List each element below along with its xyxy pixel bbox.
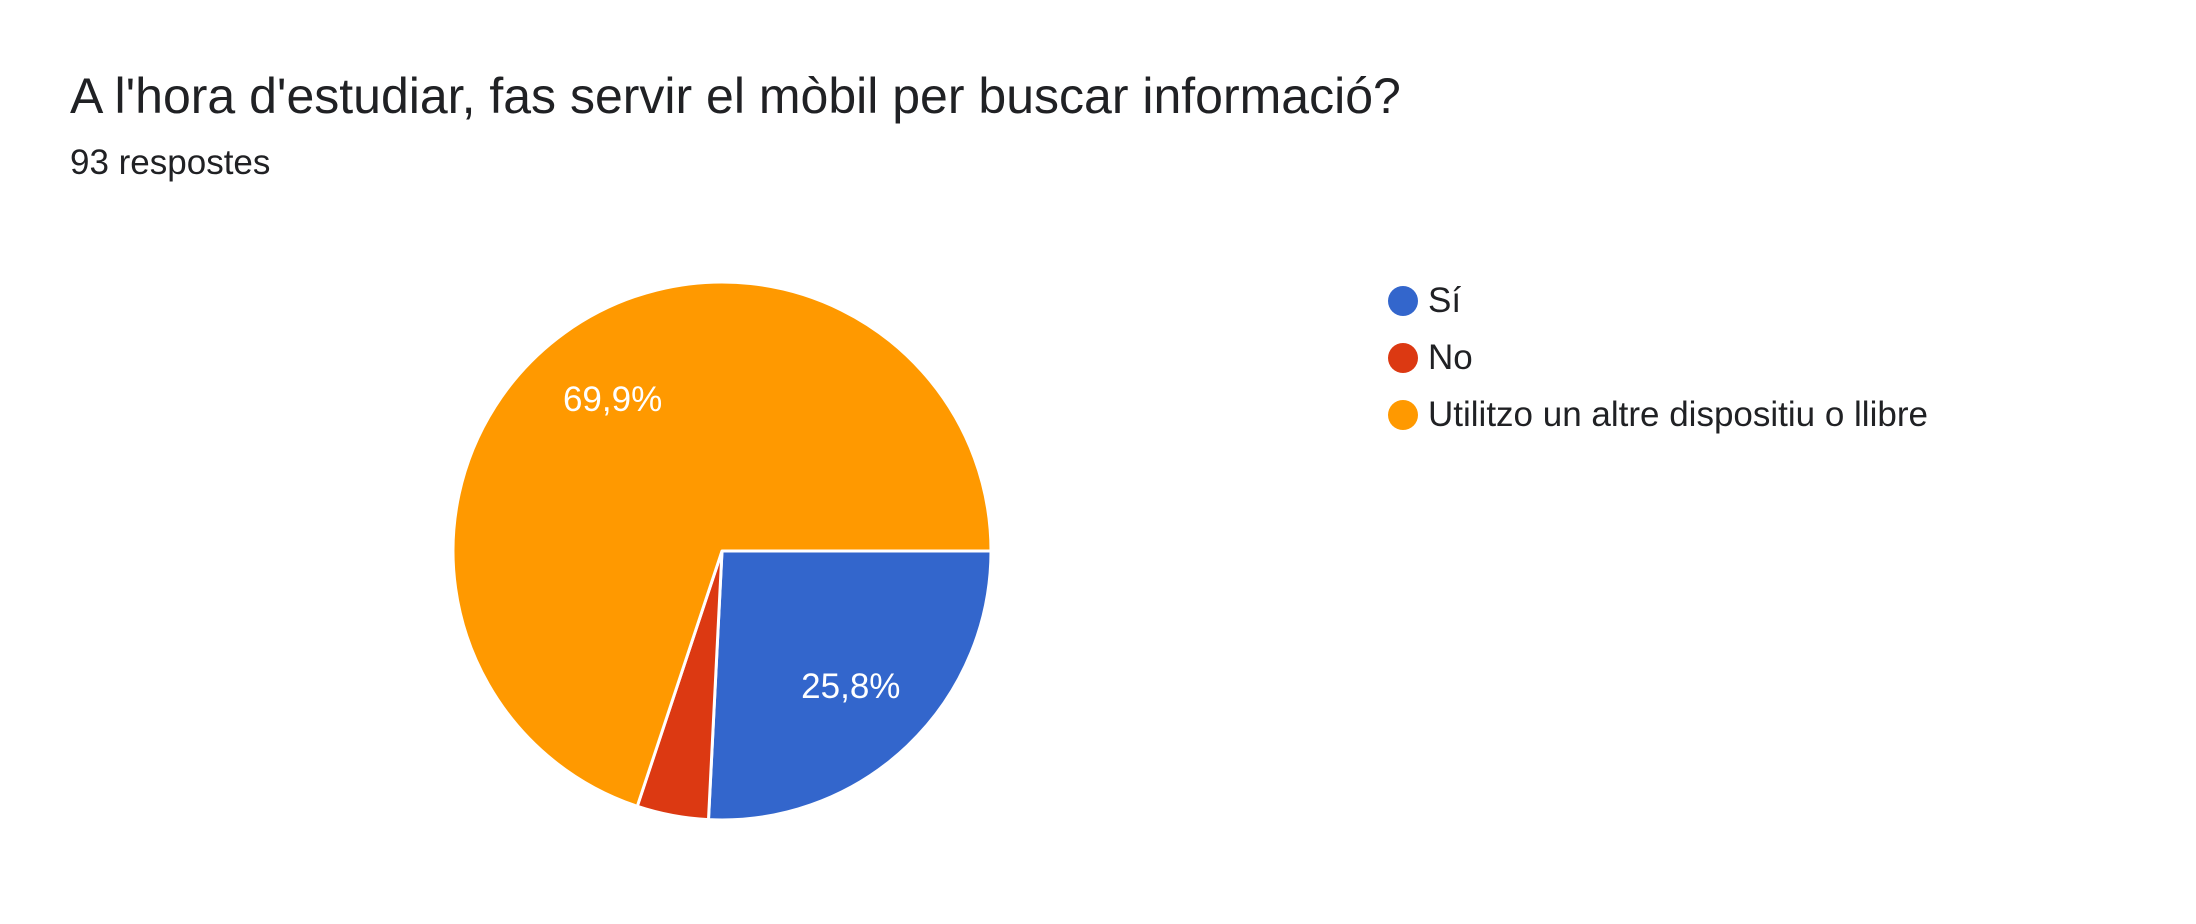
pie-slice-1[interactable] [706, 549, 993, 822]
response-count: 93 respostes [70, 143, 271, 182]
legend-item-3: Utilitzo un altre dispositiu o llibre [1388, 386, 1928, 443]
legend-label: Sí [1428, 280, 1462, 320]
legend-item-1: Sí [1388, 272, 1928, 329]
pie-slice-3[interactable] [451, 280, 993, 808]
legend-item-2: No [1388, 329, 1928, 386]
chart-legend: Sí No Utilitzo un altre dispositiu o llibr… [1388, 272, 1928, 443]
pie-data-label: 69,9% [563, 380, 662, 419]
pie-chart: 25,8% 69,9% [451, 280, 993, 822]
legend-label: Utilitzo un altre dispositiu o llibre [1428, 394, 1928, 434]
question-title: A l'hora d'estudiar, fas servir el mòbil… [70, 68, 1401, 124]
legend-color-swatch-icon [1388, 342, 1418, 373]
legend-color-swatch-icon [1388, 285, 1418, 316]
pie-data-label: 25,8% [801, 667, 900, 706]
legend-label: No [1428, 337, 1473, 377]
legend-color-swatch-icon [1388, 399, 1418, 430]
